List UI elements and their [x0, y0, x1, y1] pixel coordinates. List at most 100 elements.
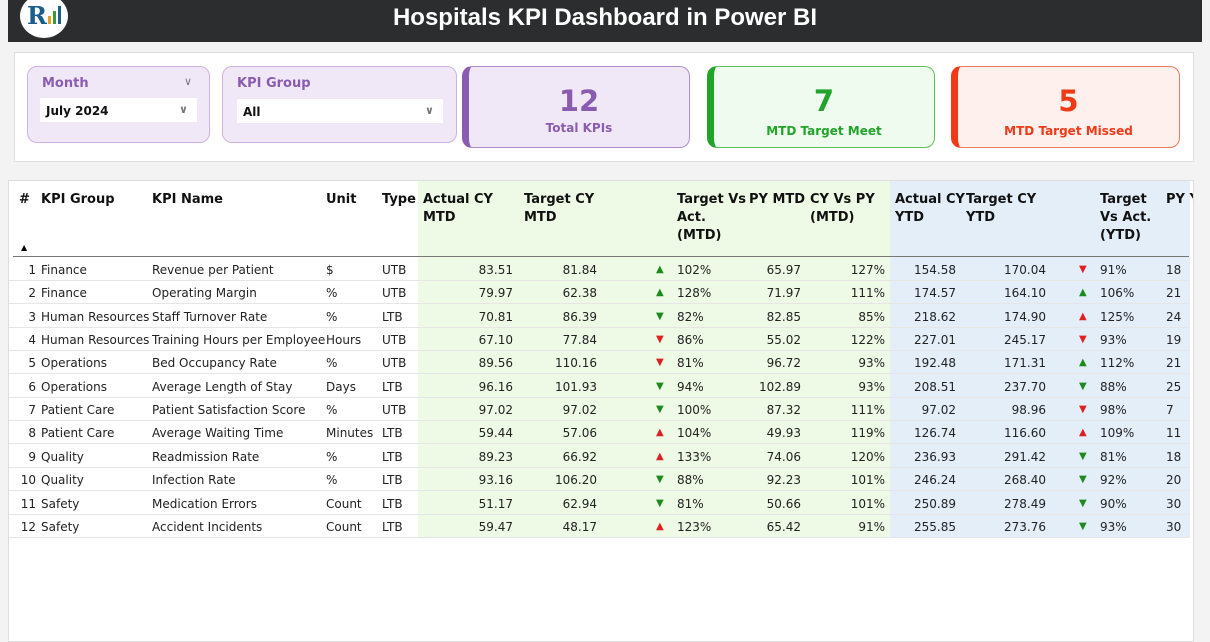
actual-cy-mtd: 70.81	[478, 309, 513, 324]
target-vs-act-ytd: 92%	[1100, 473, 1127, 488]
actual-cy-mtd: 93.16	[478, 473, 513, 488]
actual-cy-ytd: 192.48	[914, 356, 956, 371]
actual-cy-ytd: 255.85	[914, 519, 956, 534]
actual-cy-ytd: 126.74	[914, 426, 956, 441]
column-header[interactable]: PY Y	[1166, 192, 1193, 207]
kpi-group-dropdown[interactable]: All ∨	[237, 99, 443, 123]
card-value: 5	[1058, 84, 1079, 118]
unit: $	[326, 263, 334, 277]
kpi-group-slicer[interactable]: KPI Group All ∨	[222, 66, 457, 143]
cy-vs-py-mtd: 119%	[850, 426, 885, 441]
status-arrow-icon: ▲	[1079, 287, 1087, 299]
sort-ascending-icon[interactable]: ▲	[21, 243, 28, 252]
target-vs-act-mtd: 128%	[677, 286, 712, 301]
py-mtd: 87.32	[766, 403, 801, 418]
actual-cy-mtd: 89.56	[478, 356, 513, 371]
target-vs-act-ytd: 106%	[1100, 286, 1135, 301]
target-cy-mtd: 62.38	[562, 286, 597, 301]
status-arrow-icon: ▲	[656, 287, 664, 299]
table-row[interactable]: 1 Finance Revenue per Patient $ UTB 83.51 81.8…	[9, 258, 1190, 281]
target-cy-ytd: 98.96	[1011, 403, 1046, 418]
actual-cy-ytd: 208.51	[914, 379, 956, 394]
mtd-target-meet-card: 7 MTD Target Meet	[707, 66, 935, 148]
py-mtd: 74.06	[766, 449, 801, 464]
column-header[interactable]: Actual CY YTD	[895, 192, 965, 225]
table-row[interactable]: 2 Finance Operating Margin% UTB 79.97 62.38 ▲ 1…	[9, 281, 1190, 305]
status-arrow-icon: ▼	[1079, 380, 1087, 392]
status-arrow-icon: ▲	[656, 264, 664, 275]
actual-cy-mtd: 96.16	[478, 379, 513, 394]
py-mtd: 65.42	[766, 519, 801, 534]
target-vs-act-ytd: 90%	[1100, 496, 1127, 511]
header-divider	[13, 256, 1189, 257]
chevron-down-icon: ∨	[179, 103, 188, 116]
month-dropdown[interactable]: July 2024 ∨	[40, 98, 197, 122]
target-cy-ytd: 291.42	[1004, 449, 1046, 464]
column-header[interactable]: Target Vs Act. (YTD)	[1100, 192, 1152, 243]
row-number: 1	[28, 263, 36, 277]
target-cy-ytd: 171.31	[1004, 356, 1046, 371]
column-header[interactable]: PY MTD	[749, 192, 806, 207]
table-row[interactable]: 4 Human Resources Training Hours per Emplo…	[9, 328, 1190, 352]
kpi-name: Average Length of Stay	[152, 379, 293, 394]
status-arrow-icon: ▲	[656, 450, 664, 462]
table-row[interactable]: 10 Quality Infection Rate% LTB 93.16 106.20 ▼ 8…	[9, 468, 1190, 492]
target-vs-act-mtd: 88%	[677, 473, 704, 488]
py-ytd: 30	[1166, 496, 1182, 511]
table-row[interactable]: 12 Safety Accident Incidents Count LTB 59.47 4…	[9, 515, 1190, 538]
table-row[interactable]: 6 Operations Average Length of Stay Days LTB…	[9, 375, 1190, 398]
target-vs-act-mtd: 104%	[677, 426, 712, 441]
type: LTB	[382, 496, 403, 511]
logo: R	[20, 0, 68, 38]
actual-cy-ytd: 246.24	[914, 473, 956, 488]
page-title: Hospitals KPI Dashboard in Power BI	[392, 4, 818, 31]
target-vs-act-ytd: 93%	[1100, 333, 1127, 348]
table-row[interactable]: 3 Human Resources Staff Turnover Rate% LTB 7…	[9, 305, 1190, 328]
column-header[interactable]: Target CY YTD	[966, 192, 1037, 225]
type: UTB	[382, 263, 407, 277]
column-header[interactable]: Type	[382, 192, 416, 207]
status-arrow-icon: ▼	[1079, 334, 1087, 346]
type: UTB	[382, 356, 407, 371]
table-row[interactable]: 7 Patient Care Patient Satisfaction Score%…	[9, 398, 1190, 422]
kpi-group: Operations	[41, 356, 107, 371]
table-row[interactable]: 11 Safety Medication Errors Count LTB 51.17 62…	[9, 492, 1190, 515]
status-arrow-icon: ▲	[1079, 427, 1087, 439]
kpi-group: Finance	[41, 263, 87, 277]
table-row[interactable]: 9 Quality Readmission Rate% LTB 89.23 66.92 ▲ 1…	[9, 445, 1190, 468]
column-header[interactable]: Actual CY MTD	[423, 192, 493, 225]
month-slicer[interactable]: Month ∨ July 2024 ∨	[27, 66, 210, 143]
kpi-name: Bed Occupancy Rate	[152, 356, 277, 371]
target-vs-act-ytd: 112%	[1100, 356, 1135, 371]
status-arrow-icon: ▲	[1079, 310, 1087, 322]
column-header[interactable]: Target Vs Act. (MTD)	[677, 192, 747, 243]
chevron-down-icon[interactable]: ∨	[184, 75, 193, 88]
type: LTB	[382, 449, 403, 464]
table-row[interactable]: 5 Operations Bed Occupancy Rate% UTB 89.56 11…	[9, 351, 1190, 375]
type: LTB	[382, 519, 403, 534]
target-cy-mtd: 86.39	[562, 309, 597, 324]
unit: %	[326, 473, 338, 488]
type: LTB	[382, 473, 403, 488]
column-header[interactable]: KPI Name	[152, 192, 223, 207]
column-header[interactable]: Target CY MTD	[524, 192, 595, 225]
title-bar: R Hospitals KPI Dashboard in Power BI	[8, 0, 1202, 42]
target-cy-mtd: 97.02	[562, 403, 597, 418]
column-header[interactable]: #	[19, 192, 30, 207]
type: UTB	[382, 403, 407, 418]
py-mtd: 65.97	[766, 263, 801, 277]
svg-text:R: R	[27, 1, 48, 30]
type: LTB	[382, 426, 403, 441]
column-header[interactable]: Unit	[326, 192, 357, 207]
status-arrow-icon: ▼	[1079, 497, 1087, 509]
kpi-name: Revenue per Patient	[152, 263, 274, 277]
row-number: 11	[20, 496, 36, 511]
kpi-name: Average Waiting Time	[152, 426, 284, 441]
target-vs-act-ytd: 81%	[1100, 449, 1127, 464]
column-header[interactable]: KPI Group	[41, 192, 115, 207]
target-vs-act-mtd: 81%	[677, 356, 704, 371]
py-mtd: 96.72	[766, 356, 801, 371]
column-header[interactable]: CY Vs PY (MTD)	[810, 192, 875, 225]
status-arrow-icon: ▼	[656, 334, 664, 346]
table-row[interactable]: 8 Patient Care Average Waiting Time Minutes…	[9, 421, 1190, 445]
